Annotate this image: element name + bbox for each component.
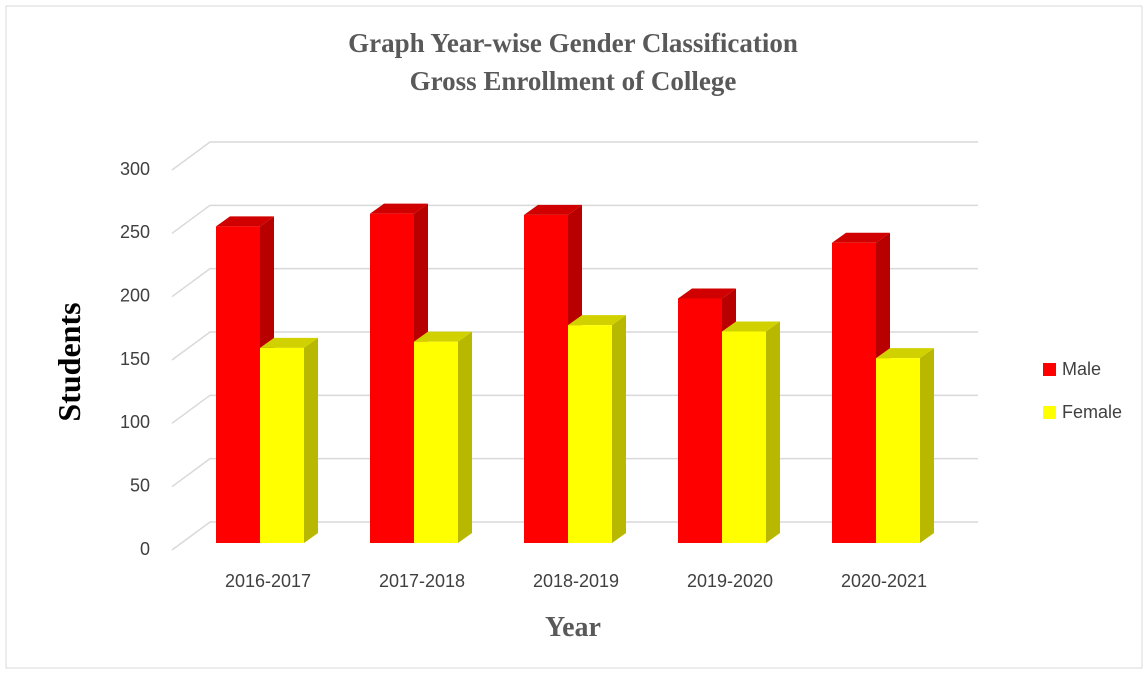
bar	[722, 321, 780, 543]
bar	[876, 348, 934, 543]
bar	[414, 331, 472, 543]
y-tick-label: 250	[120, 222, 150, 242]
x-axis-title: Year	[545, 612, 601, 643]
y-tick-label: 50	[130, 475, 150, 495]
bar	[260, 337, 318, 543]
chart-title: Graph Year-wise Gender Classification	[348, 28, 798, 58]
x-tick-label: 2016-2017	[225, 571, 311, 591]
x-tick-label: 2018-2019	[533, 571, 619, 591]
grid-line	[171, 204, 978, 234]
chart-title: Gross Enrollment of College	[410, 66, 737, 96]
legend-label: Male	[1062, 359, 1101, 379]
legend-swatch	[1043, 406, 1056, 419]
grid-line	[171, 267, 978, 298]
legend-swatch	[1043, 363, 1056, 376]
x-tick-label: 2017-2018	[379, 571, 465, 591]
y-axis-title: Students	[51, 302, 87, 421]
y-tick-label: 300	[120, 159, 150, 179]
x-tick-label: 2019-2020	[687, 571, 773, 591]
y-tick-label: 150	[120, 349, 150, 369]
x-tick-label: 2020-2021	[841, 571, 927, 591]
bar	[568, 315, 626, 543]
legend-label: Female	[1062, 402, 1122, 422]
grid-line	[171, 141, 978, 171]
y-tick-label: 100	[120, 412, 150, 432]
y-tick-label: 200	[120, 285, 150, 305]
y-tick-label: 0	[140, 539, 150, 559]
